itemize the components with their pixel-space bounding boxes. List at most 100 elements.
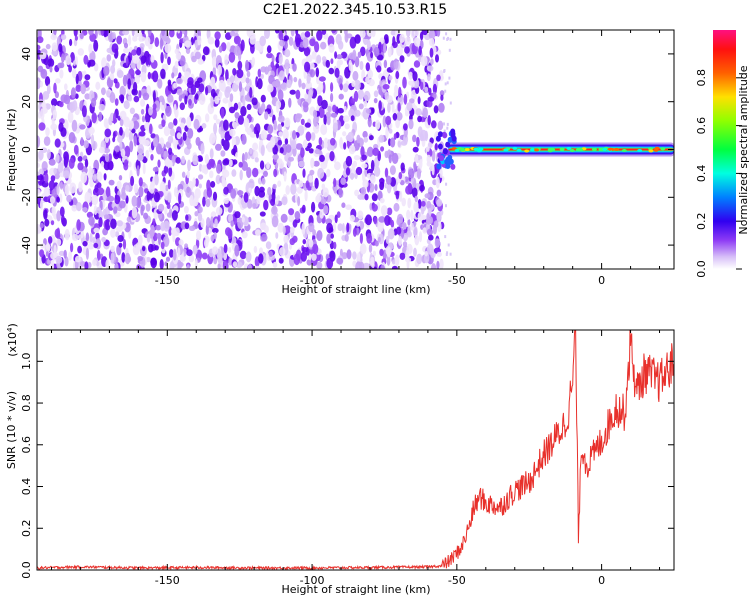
spectrogram-noise-cell	[223, 186, 229, 195]
spectrogram-noise-cell	[272, 154, 280, 160]
spectrogram-noise-cell	[194, 188, 201, 199]
spectrogram-noise-cell	[105, 121, 109, 131]
spectrogram-noise-cell	[183, 206, 189, 214]
spectrogram-noise-cell	[85, 232, 90, 242]
spectrogram-noise-cell	[72, 60, 77, 66]
spectrogram-noise-cell	[360, 46, 366, 57]
spectrogram-noise-cell	[409, 98, 415, 104]
spectrogram-noise-cell	[133, 183, 139, 194]
spectrogram-noise-cell	[312, 109, 318, 119]
spectrogram-noise-cell	[234, 45, 241, 56]
spectrogram-noise-cell	[194, 51, 201, 60]
spectrogram-noise-cell	[424, 86, 429, 94]
spectrogram-noise-cell	[322, 81, 326, 94]
spectrogram-noise-cell	[79, 124, 86, 130]
spectrogram-noise-cell	[444, 82, 447, 86]
spectrogram-noise-cell	[294, 211, 301, 220]
spectrogram-noise-cell	[242, 96, 246, 108]
spectrogram-noise-cell	[336, 257, 344, 265]
spectrogram-noise-cell	[254, 265, 262, 269]
spectrogram-noise-cell	[379, 178, 385, 184]
spectrogram-noise-cell	[264, 66, 269, 75]
spectrogram-noise-cell	[171, 210, 178, 221]
spectrogram-noise-cell	[248, 187, 253, 194]
spectrogram-noise-cell	[388, 75, 393, 81]
spectrogram-noise-cell	[294, 33, 301, 45]
spectrogram-noise-cell	[220, 150, 226, 157]
spectrogram-noise-cell	[186, 249, 193, 257]
spectrogram-noise-cell	[39, 222, 44, 229]
spectrogram-noise-cell	[82, 207, 88, 213]
spectrogram-noise-cell	[336, 211, 341, 219]
spectrogram-tone-speckle	[524, 149, 530, 153]
spectrogram-noise-cell	[125, 184, 130, 192]
spectrogram-noise-cell	[105, 219, 111, 231]
spectrogram-noise-cell	[150, 257, 157, 269]
spectrogram-noise-cell	[412, 71, 418, 82]
spectrogram-noise-cell	[194, 39, 198, 48]
spectrogram-noise-cell	[56, 227, 60, 238]
spectrogram-tone-speckle	[598, 148, 604, 151]
spectrogram-noise-cell	[79, 32, 84, 40]
spectrogram-noise-cell	[405, 249, 410, 261]
spectrogram-noise-cell	[326, 168, 331, 178]
spectrogram-noise-cell	[255, 229, 261, 237]
spectrogram-noise-cell	[136, 47, 142, 56]
spectrogram-noise-cell	[263, 170, 268, 177]
spectrogram-noise-cell	[113, 112, 117, 125]
spectrogram-noise-cell	[240, 106, 247, 117]
spectrogram-noise-cell	[421, 215, 427, 220]
spectrogram-noise-cell	[170, 128, 175, 137]
spectrogram-noise-cell	[110, 218, 117, 230]
spectrogram-noise-cell	[195, 136, 201, 146]
spectrogram-noise-cell	[52, 109, 57, 120]
spectrogram-noise-cell	[386, 207, 393, 216]
spectrogram-noise-cell	[301, 82, 306, 90]
spectrogram-noise-cell	[237, 190, 244, 196]
spectrogram-noise-cell	[301, 204, 306, 213]
spectrogram-noise-cell	[220, 131, 225, 139]
y-tick-label: 40	[20, 47, 33, 61]
spectrogram-tone-burst	[445, 141, 451, 148]
spectrogram-noise-cell	[41, 161, 48, 172]
x-tick-label: -150	[155, 574, 180, 587]
snr-scale-prefix: (x10	[6, 332, 19, 357]
spectrogram-noise-cell	[53, 82, 57, 94]
spectrogram-noise-cell	[314, 41, 320, 53]
spectrogram-noise-cell	[398, 235, 403, 246]
spectrogram-noise-cell	[206, 187, 213, 198]
spectrogram-noise-cell	[354, 56, 360, 68]
spectrogram-noise-cell	[89, 232, 93, 243]
spectrogram-tone-speckle	[454, 149, 460, 152]
spectrogram-noise-cell	[194, 211, 199, 217]
spectrogram-noise-cell	[69, 182, 77, 194]
spectrogram-noise-cell	[352, 227, 357, 237]
spectrogram-noise-cell	[374, 184, 378, 191]
spectrogram-noise-cell	[98, 111, 103, 122]
spectrogram-noise-cell	[240, 39, 245, 52]
spectrogram-noise-cell	[379, 197, 385, 204]
snr-panel: -150 -100 -50 0 0.0 0.2 0.4 0.6 0.8 1.0 Height o…	[5, 323, 675, 596]
spectrogram-noise-cell	[164, 43, 172, 54]
spectrogram-noise-cell	[91, 97, 97, 108]
spectrogram-noise-cell	[220, 107, 225, 119]
spectrogram-noise-cell	[384, 167, 389, 178]
spectrogram-noise-cell	[40, 199, 44, 210]
spectrogram-noise-cell	[372, 147, 380, 156]
spectrogram-noise-cell	[386, 183, 392, 194]
spectrogram-noise-cell	[348, 59, 353, 71]
spectrogram-noise-cell	[311, 253, 317, 261]
spectrogram-noise-cell	[173, 82, 178, 89]
spectrogram-noise-cell	[118, 200, 126, 209]
spectrogram-noise-cell	[238, 81, 243, 92]
spectrogram-noise-cell	[51, 188, 58, 198]
spectrogram-noise-cell	[245, 126, 249, 133]
spectrogram-noise-cell	[435, 176, 440, 189]
spectrogram-noise-cell	[421, 30, 429, 36]
spectrogram-noise-cell	[387, 47, 392, 58]
spectrogram-noise-cell	[353, 155, 361, 161]
spectrogram-noise-cell	[187, 77, 194, 86]
spectrogram-noise-cell	[414, 153, 419, 163]
x-tick-label: -50	[448, 574, 466, 587]
spectrogram-noise-cell	[426, 73, 431, 82]
